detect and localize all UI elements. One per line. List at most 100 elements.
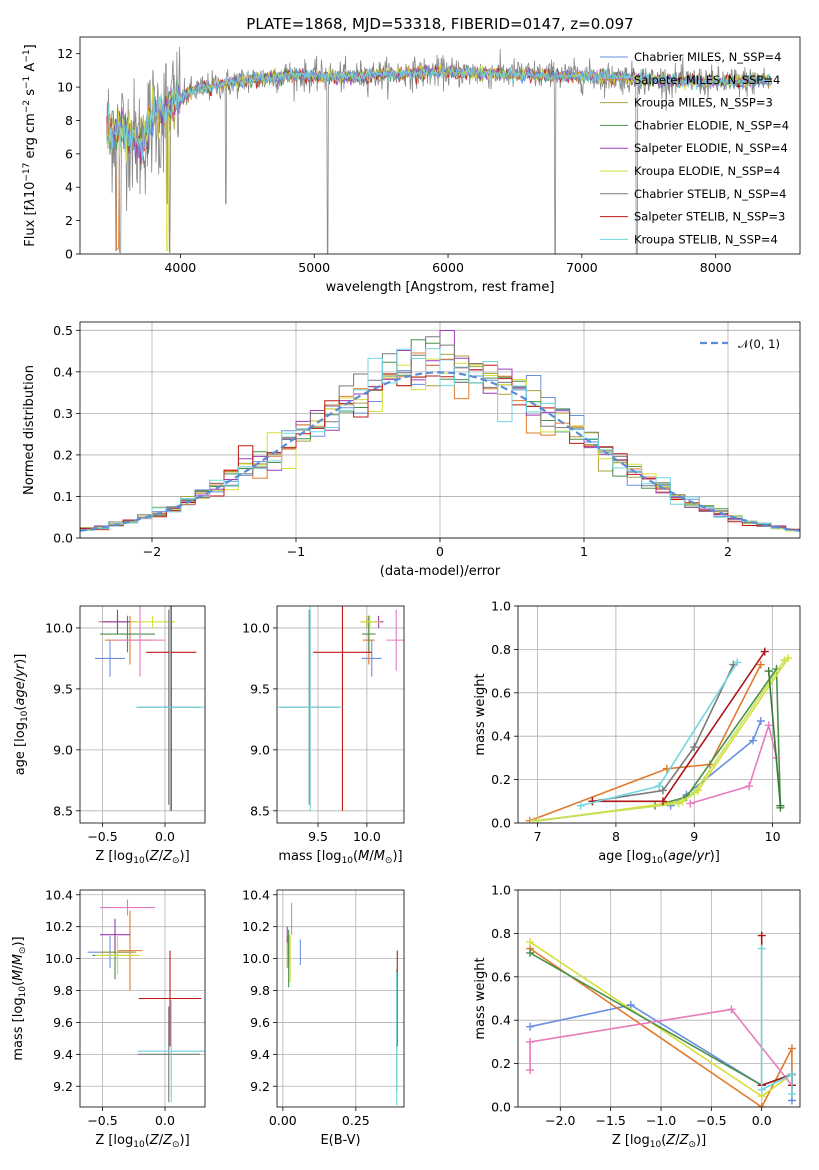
y-tick-label: 0.4: [491, 729, 511, 744]
plot-area: [525, 647, 793, 823]
legend: 𝒩(0, 1): [700, 337, 780, 351]
y-axis-label: mass [log10(M/M⊙)]: [11, 936, 28, 1060]
x-tick-label: 7000: [566, 260, 598, 275]
axes-frame: [517, 889, 801, 1108]
y-tick-label: 8: [65, 113, 73, 128]
legend-entry: Kroupa STELIB, N_SSP=4: [634, 232, 778, 246]
plot-area: [526, 931, 796, 1107]
weight-marker: [733, 658, 742, 667]
y-tick-label: 0.4: [491, 1013, 511, 1028]
y-tick-label: 0.0: [491, 1100, 511, 1115]
legend-entry: 𝒩(0, 1): [738, 337, 780, 351]
x-tick-label: 0.0: [155, 1113, 175, 1128]
plot-area: [277, 606, 404, 811]
age-vs-mass-panel: 9.5 10.0 8.5 9.0 9.5 10.0 mass [log10(M/M⊙)]: [242, 605, 405, 866]
y-tick-label: 2: [65, 213, 73, 228]
y-tick-label: 0.0: [491, 816, 511, 831]
plot-area: [87, 899, 205, 1103]
weight-series-1: [529, 947, 793, 1107]
y-tick-label: 10: [57, 80, 73, 95]
weight-series-1: [529, 664, 762, 822]
y-tick-label: 9.6: [250, 1015, 270, 1030]
weight-marker: [529, 816, 538, 823]
y-tick-label: 9.6: [53, 1015, 73, 1030]
y-tick-label: 0.4: [53, 364, 73, 379]
y-tick-label: 0.6: [491, 685, 511, 700]
x-tick-label: 10.0: [353, 829, 381, 844]
axes-frame: [276, 889, 405, 1108]
weight-marker: [576, 801, 585, 810]
x-axis-label: Z [log10(Z/Z⊙)]: [95, 1133, 189, 1150]
x-axis-label: Z [log10(Z/Z⊙)]: [612, 1133, 706, 1150]
y-tick-label: 9.5: [250, 681, 270, 696]
weight-marker: [756, 660, 765, 669]
legend-entry: Salpeter STELIB, N_SSP=3: [634, 210, 785, 224]
y-tick-label: 0.2: [491, 1056, 511, 1071]
y-tick-label: 10.4: [242, 887, 270, 902]
y-axis-label: Normed distribution: [22, 365, 37, 495]
y-axis-label: mass weight: [473, 957, 488, 1039]
y-tick-label: 9.0: [250, 742, 270, 757]
x-tick-label: 0.25: [342, 1113, 370, 1128]
axes-frame: [79, 36, 801, 255]
legend-entry: Salpeter ELODIE, N_SSP=4: [634, 141, 788, 155]
plot-area: [106, 46, 773, 254]
x-tick-label: 2: [724, 544, 732, 559]
weight-marker: [526, 1037, 535, 1046]
x-tick-label: −0.5: [87, 829, 117, 844]
x-tick-label: −0.5: [696, 1113, 726, 1128]
x-tick-label: −2.0: [545, 1113, 575, 1128]
x-tick-label: 8: [612, 829, 620, 844]
weight-series-5: [533, 659, 785, 822]
y-tick-label: 1.0: [491, 599, 511, 614]
weight-marker: [787, 1044, 796, 1053]
legend-entry: Kroupa ELODIE, N_SSP=4: [634, 164, 780, 178]
weight-marker: [626, 1001, 635, 1010]
age-vs-metallicity-panel: −0.5 0.0 8.5 9.0 9.5 10.0 Z [log10(Z/Z⊙)] age […: [13, 605, 206, 866]
x-tick-label: 6000: [432, 260, 464, 275]
weight-series-2: [592, 664, 735, 803]
x-tick-label: −0.5: [87, 1113, 117, 1128]
weight-marker: [526, 948, 535, 957]
y-tick-label: 0.5: [53, 323, 73, 338]
y-tick-label: 0.8: [491, 926, 511, 941]
x-tick-label: 7: [534, 829, 542, 844]
x-tick-label: 10: [765, 829, 781, 844]
y-tick-label: 0.0: [53, 531, 73, 546]
x-tick-label: 9.5: [308, 829, 328, 844]
weight-marker: [787, 1089, 796, 1098]
x-tick-label: 1: [580, 544, 588, 559]
y-tick-label: 8.5: [250, 803, 270, 818]
axes-frame: [79, 321, 801, 539]
weight-marker: [690, 788, 699, 797]
weight-marker: [686, 799, 695, 808]
weight-marker: [764, 667, 773, 676]
x-tick-label: 0: [436, 544, 444, 559]
weight-marker: [787, 1070, 796, 1079]
y-tick-label: 0.6: [491, 969, 511, 984]
weight-series-7: [690, 722, 778, 805]
x-axis-label: E(B-V): [320, 1133, 360, 1148]
weight-marker: [749, 736, 757, 745]
y-tick-label: 10.4: [45, 887, 73, 902]
y-tick-label: 9.5: [53, 681, 73, 696]
y-tick-label: 9.0: [53, 742, 73, 757]
spectrum-panel: 4000 5000 6000 7000 8000 0 2 4 6 8 10 12 wavelength …: [22, 36, 801, 295]
y-tick-label: 9.8: [53, 983, 73, 998]
axes-frame: [79, 605, 206, 824]
y-tick-label: 10.0: [242, 620, 270, 635]
y-tick-label: 10.0: [45, 951, 73, 966]
y-axis-label: mass weight: [473, 673, 488, 755]
x-tick-label: 0.0: [752, 1113, 772, 1128]
y-tick-label: 9.8: [250, 983, 270, 998]
plot-area: [286, 902, 398, 1106]
y-tick-label: 8.5: [53, 803, 73, 818]
axes-frame: [79, 889, 206, 1108]
weight-marker: [764, 721, 773, 730]
model-line-8: [106, 64, 773, 162]
figure-title: PLATE=1868, MJD=53318, FIBERID=0147, z=0…: [246, 15, 633, 33]
weight-marker: [757, 1085, 766, 1094]
histogram-8: [80, 348, 800, 538]
weight-marker: [757, 1103, 766, 1107]
